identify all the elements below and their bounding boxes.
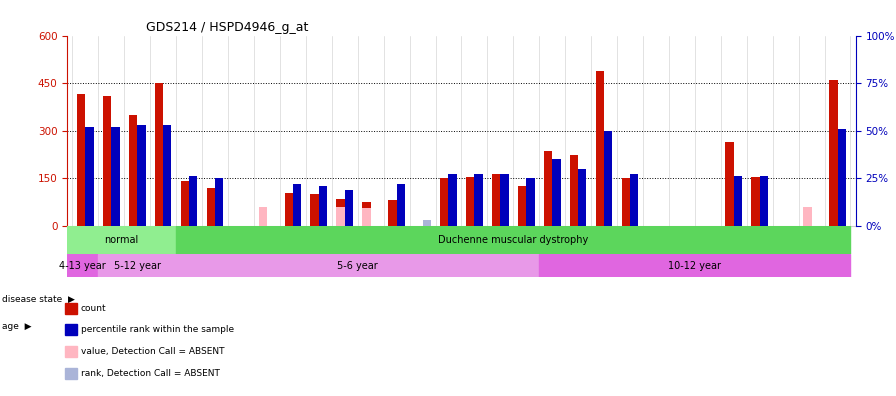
Text: count: count bbox=[81, 304, 107, 312]
Bar bbox=[734, 176, 742, 226]
Bar bbox=[311, 194, 319, 226]
Bar bbox=[466, 177, 474, 226]
Bar bbox=[77, 94, 85, 226]
Text: 10-12 year: 10-12 year bbox=[668, 261, 721, 271]
Text: percentile rank within the sample: percentile rank within the sample bbox=[81, 326, 234, 334]
Bar bbox=[181, 181, 189, 226]
Bar bbox=[449, 175, 457, 226]
Bar bbox=[804, 207, 812, 226]
Bar bbox=[177, 226, 850, 254]
Bar bbox=[319, 186, 327, 226]
Text: Duchenne muscular dystrophy: Duchenne muscular dystrophy bbox=[438, 235, 589, 245]
Text: rank, Detection Call = ABSENT: rank, Detection Call = ABSENT bbox=[81, 369, 220, 378]
Bar bbox=[518, 186, 526, 226]
Bar bbox=[423, 220, 431, 226]
Bar bbox=[163, 125, 171, 226]
Bar bbox=[492, 175, 500, 226]
Bar bbox=[362, 208, 371, 226]
Bar bbox=[345, 190, 353, 226]
Bar bbox=[552, 159, 561, 226]
Bar bbox=[67, 254, 99, 277]
Bar bbox=[544, 151, 552, 226]
Bar bbox=[397, 184, 405, 226]
Bar bbox=[726, 142, 734, 226]
Bar bbox=[336, 207, 345, 226]
Text: 4-13 year: 4-13 year bbox=[59, 261, 106, 271]
Bar bbox=[207, 188, 215, 226]
Text: value, Detection Call = ABSENT: value, Detection Call = ABSENT bbox=[81, 347, 224, 356]
Bar bbox=[630, 175, 638, 226]
Bar bbox=[336, 199, 345, 226]
Bar bbox=[293, 184, 301, 226]
Bar bbox=[570, 154, 578, 226]
Text: age  ▶: age ▶ bbox=[2, 322, 31, 331]
Bar bbox=[67, 226, 177, 254]
Bar bbox=[111, 127, 119, 226]
Bar bbox=[829, 80, 838, 226]
Bar bbox=[177, 254, 539, 277]
Bar bbox=[838, 129, 846, 226]
Bar bbox=[539, 254, 850, 277]
Bar bbox=[474, 175, 483, 226]
Text: 5-12 year: 5-12 year bbox=[114, 261, 160, 271]
Bar bbox=[362, 202, 371, 226]
Bar bbox=[189, 176, 197, 226]
Bar bbox=[500, 175, 509, 226]
Bar bbox=[85, 127, 94, 226]
Bar bbox=[285, 192, 293, 226]
Bar bbox=[760, 176, 768, 226]
Bar bbox=[596, 70, 604, 226]
Bar bbox=[622, 178, 630, 226]
Bar bbox=[604, 131, 612, 226]
Text: disease state  ▶: disease state ▶ bbox=[2, 295, 74, 303]
Bar bbox=[99, 254, 177, 277]
Bar bbox=[388, 200, 397, 226]
Bar bbox=[137, 125, 145, 226]
Bar bbox=[215, 178, 223, 226]
Bar bbox=[440, 178, 449, 226]
Bar bbox=[155, 83, 163, 226]
Text: GDS214 / HSPD4946_g_at: GDS214 / HSPD4946_g_at bbox=[146, 21, 308, 34]
Bar bbox=[103, 96, 111, 226]
Bar bbox=[129, 115, 137, 226]
Text: 5-6 year: 5-6 year bbox=[337, 261, 378, 271]
Bar bbox=[259, 207, 267, 226]
Text: normal: normal bbox=[105, 235, 139, 245]
Bar bbox=[752, 177, 760, 226]
Bar bbox=[526, 178, 535, 226]
Bar bbox=[578, 169, 587, 226]
